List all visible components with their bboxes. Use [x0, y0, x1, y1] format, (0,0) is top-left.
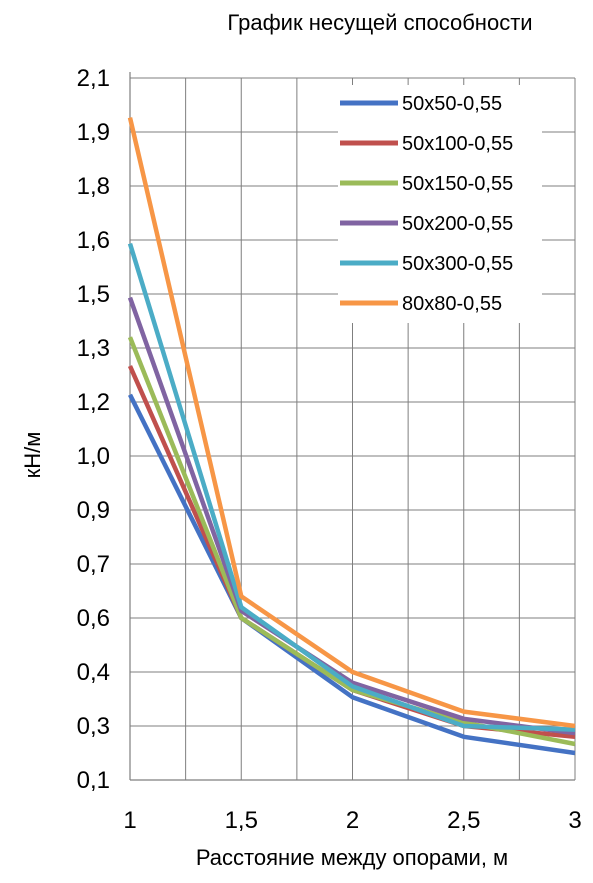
chart-title: График несущей способности — [227, 10, 532, 35]
y-tick-label: 0,7 — [77, 551, 110, 578]
y-tick-label: 0,6 — [77, 605, 110, 632]
y-tick-label: 1,8 — [77, 173, 110, 200]
y-tick-label: 2,1 — [77, 65, 110, 92]
legend-entry: 50x100-0,55 — [402, 133, 513, 155]
series-lines — [127, 117, 576, 756]
axes: 0,1 0,3 0,4 0,6 0,7 0,9 1,0 1,2 1,3 1,5 1,6 1,8 1,9 2… — [77, 65, 582, 834]
series-line — [127, 117, 576, 729]
legend-entry: 50x50-0,55 — [402, 93, 502, 115]
y-tick-label: 1,0 — [77, 443, 110, 470]
x-tick-label: 1,5 — [225, 807, 258, 834]
y-tick-label: 1,3 — [77, 335, 110, 362]
y-tick-label: 1,9 — [77, 119, 110, 146]
series-line — [127, 393, 576, 756]
x-axis-label: Расстояние между опорами, м — [196, 845, 508, 870]
legend: 50x50-0,55 50x100-0,55 50x150-0,55 50x200-0… — [338, 85, 542, 323]
legend-background — [338, 85, 542, 323]
y-axis-label: кН/м — [20, 432, 45, 479]
legend-entry: 50x300-0,55 — [402, 253, 513, 275]
y-tick-label: 1,5 — [77, 281, 110, 308]
series-line — [127, 296, 576, 736]
y-tick-label: 1,6 — [77, 227, 110, 254]
x-tick-label: 3 — [568, 807, 581, 834]
x-tick-label: 1 — [123, 807, 136, 834]
legend-entry: 50x150-0,55 — [402, 173, 513, 195]
legend-entry: 80x80-0,55 — [402, 293, 502, 315]
x-tick-label: 2,5 — [447, 807, 480, 834]
series-line — [127, 242, 576, 732]
legend-entry: 50x200-0,55 — [402, 213, 513, 235]
y-tick-label: 0,3 — [77, 713, 110, 740]
x-tick-label: 2 — [346, 807, 359, 834]
y-tick-label: 1,2 — [77, 389, 110, 416]
y-tick-label: 0,1 — [77, 767, 110, 794]
y-tick-label: 0,9 — [77, 497, 110, 524]
series-line — [127, 336, 576, 747]
y-tick-label: 0,4 — [77, 659, 110, 686]
